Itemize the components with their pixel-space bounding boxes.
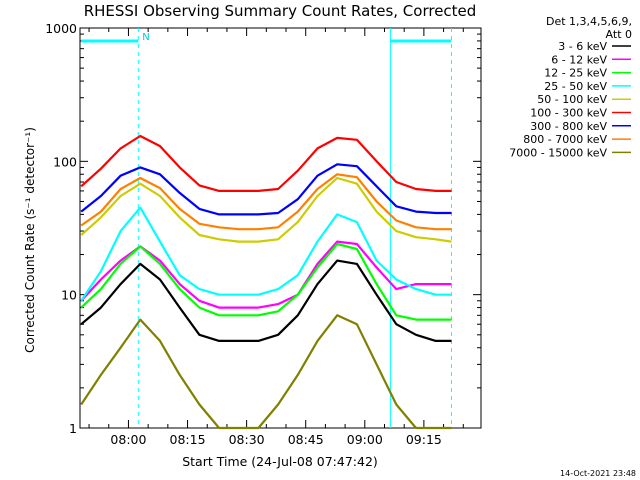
y-axis-label: Corrected Count Rate (s⁻¹ detector⁻¹) xyxy=(23,127,37,353)
legend-label: 300 - 800 keV xyxy=(530,120,607,133)
legend-label: 50 - 100 keV xyxy=(537,93,607,106)
legend-label: 800 - 7000 keV xyxy=(523,133,607,146)
x-tick-label: 08:15 xyxy=(170,432,206,447)
chart-title: RHESSI Observing Summary Count Rates, Co… xyxy=(84,2,477,20)
y-tick-label: 1000 xyxy=(45,21,77,36)
series-line xyxy=(80,173,452,231)
legend-label: 3 - 6 keV xyxy=(558,40,607,53)
x-tick-label: 08:00 xyxy=(110,432,146,447)
series-line xyxy=(80,134,452,192)
plot-area: 1 10 100 1000 08:00 08:15 08:30 08:45 09:00 09:15… xyxy=(45,21,482,447)
series-line xyxy=(80,240,452,309)
x-tick-label: 08:30 xyxy=(229,432,265,447)
y-tick-label: 10 xyxy=(61,288,77,303)
legend-label: 100 - 300 keV xyxy=(530,107,607,120)
y-tick-label: 100 xyxy=(53,154,77,169)
plot-frame xyxy=(79,27,482,429)
annotation-label: N xyxy=(142,32,149,43)
legend-label: 12 - 25 keV xyxy=(544,67,607,80)
x-tick-label: 09:15 xyxy=(406,432,442,447)
series-line xyxy=(80,206,452,302)
x-axis-label: Start Time (24-Jul-08 07:47:42) xyxy=(182,454,378,469)
legend-title-2: Att 0 xyxy=(606,28,632,41)
x-tick-label: 08:45 xyxy=(288,432,324,447)
series-line xyxy=(80,259,452,342)
series-line xyxy=(80,314,452,430)
legend-title-1: Det 1,3,4,5,6,9, xyxy=(546,15,632,28)
x-tick-label: 09:00 xyxy=(347,432,383,447)
legend-label: 25 - 50 keV xyxy=(544,80,607,93)
timestamp: 14-Oct-2021 23:48 xyxy=(560,469,636,478)
legend-label: 7000 - 15000 keV xyxy=(509,146,607,159)
series-line xyxy=(80,176,452,243)
legend-label: 6 - 12 keV xyxy=(551,53,607,66)
y-tick-label: 1 xyxy=(69,421,77,436)
series-line xyxy=(80,163,452,216)
series-line xyxy=(80,242,452,321)
